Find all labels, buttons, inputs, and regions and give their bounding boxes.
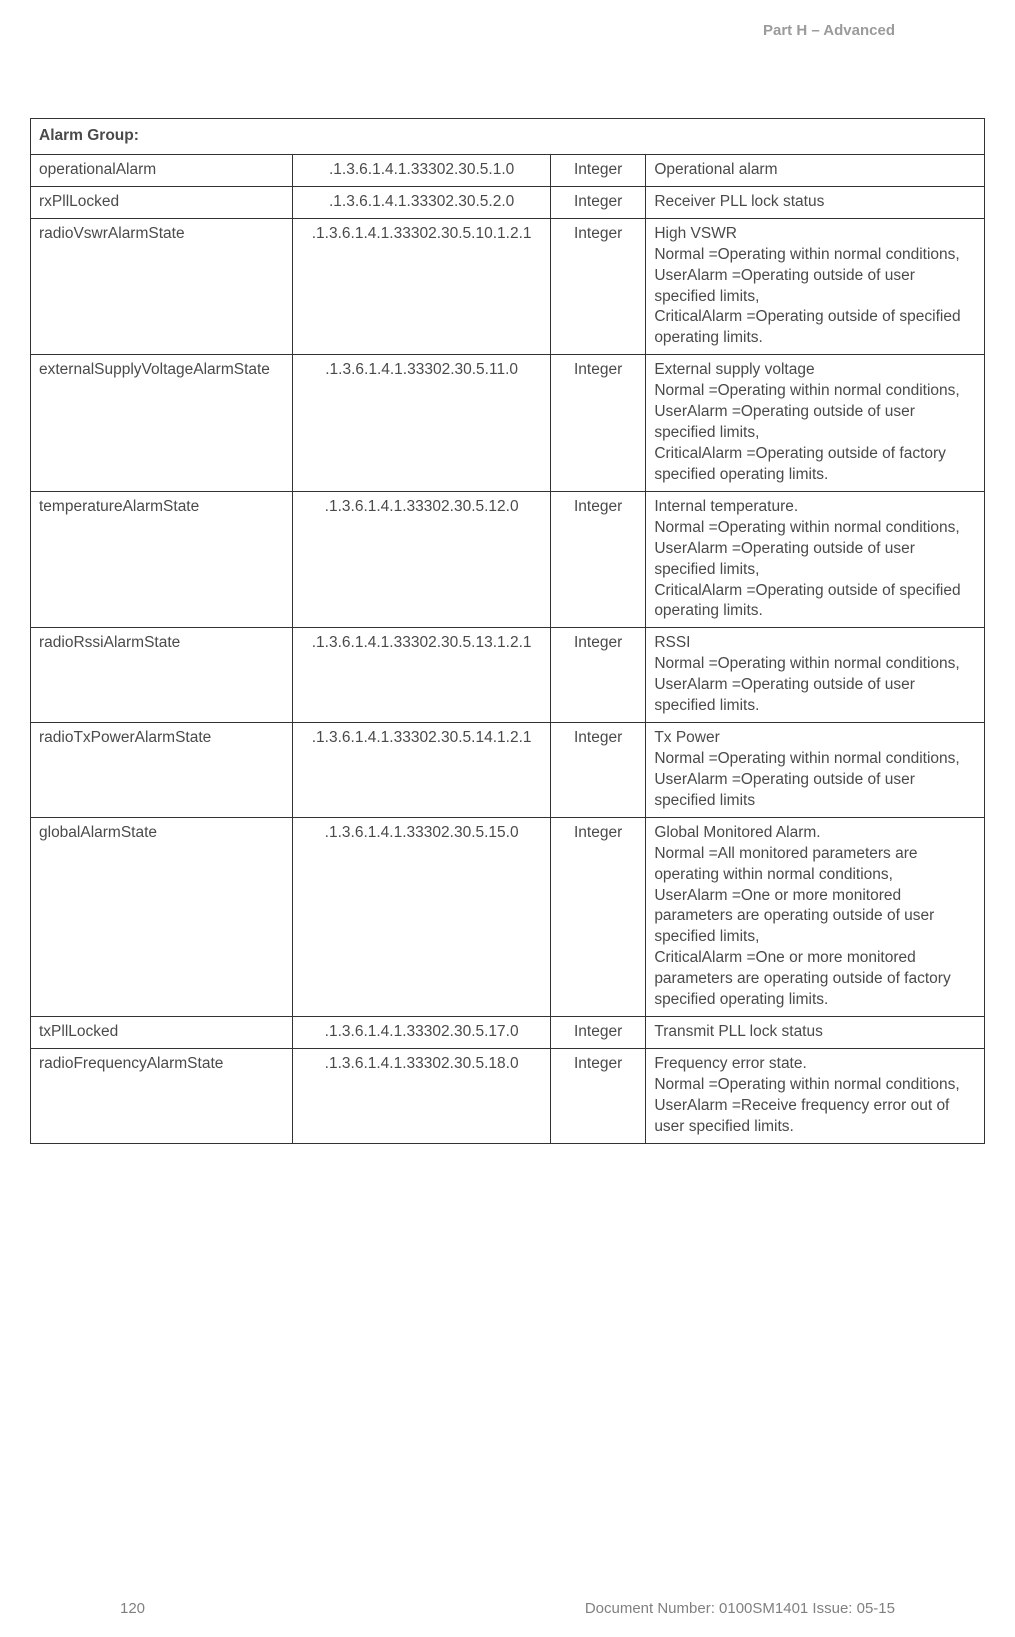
param-name-cell: radioFrequencyAlarmState [31, 1048, 293, 1143]
oid-cell: .1.3.6.1.4.1.33302.30.5.13.1.2.1 [293, 628, 551, 723]
description-cell: Frequency error state.Normal =Operating … [646, 1048, 985, 1143]
type-cell: Integer [550, 355, 645, 492]
description-line: Normal =All monitored parameters are ope… [654, 844, 976, 886]
type-cell: Integer [550, 218, 645, 355]
param-name-cell: externalSupplyVoltageAlarmState [31, 355, 293, 492]
oid-cell: .1.3.6.1.4.1.33302.30.5.2.0 [293, 186, 551, 218]
description-cell: Internal temperature.Normal =Operating w… [646, 491, 985, 628]
description-line: CriticalAlarm =Operating outside of spec… [654, 581, 976, 623]
table-row: radioFrequencyAlarmState.1.3.6.1.4.1.333… [31, 1048, 985, 1143]
description-line: High VSWR [654, 224, 976, 245]
description-line: UserAlarm =Operating outside of user spe… [654, 675, 976, 717]
page-header: Part H – Advanced [763, 22, 895, 39]
table-row: rxPllLocked.1.3.6.1.4.1.33302.30.5.2.0In… [31, 186, 985, 218]
param-name-cell: radioRssiAlarmState [31, 628, 293, 723]
description-line: Internal temperature. [654, 497, 976, 518]
description-cell: Receiver PLL lock status [646, 186, 985, 218]
type-cell: Integer [550, 186, 645, 218]
description-cell: High VSWRNormal =Operating within normal… [646, 218, 985, 355]
table-row: externalSupplyVoltageAlarmState.1.3.6.1.… [31, 355, 985, 492]
description-line: CriticalAlarm =One or more monitored par… [654, 948, 976, 1011]
param-name-cell: globalAlarmState [31, 817, 293, 1016]
description-line: UserAlarm =Receive frequency error out o… [654, 1096, 976, 1138]
table-row: temperatureAlarmState.1.3.6.1.4.1.33302.… [31, 491, 985, 628]
description-line: Transmit PLL lock status [654, 1022, 976, 1043]
oid-cell: .1.3.6.1.4.1.33302.30.5.17.0 [293, 1017, 551, 1049]
alarm-table-container: Alarm Group: operationalAlarm.1.3.6.1.4.… [30, 118, 985, 1144]
description-line: Normal =Operating within normal conditio… [654, 654, 976, 675]
table-row: radioRssiAlarmState.1.3.6.1.4.1.33302.30… [31, 628, 985, 723]
description-line: Tx Power [654, 728, 976, 749]
type-cell: Integer [550, 817, 645, 1016]
page-footer: 120 Document Number: 0100SM1401 Issue: 0… [120, 1600, 895, 1617]
param-name-cell: txPllLocked [31, 1017, 293, 1049]
description-line: Operational alarm [654, 160, 976, 181]
description-cell: External supply voltageNormal =Operating… [646, 355, 985, 492]
description-line: RSSI [654, 633, 976, 654]
oid-cell: .1.3.6.1.4.1.33302.30.5.15.0 [293, 817, 551, 1016]
oid-cell: .1.3.6.1.4.1.33302.30.5.14.1.2.1 [293, 723, 551, 818]
param-name-cell: rxPllLocked [31, 186, 293, 218]
param-name-cell: radioTxPowerAlarmState [31, 723, 293, 818]
table-row: globalAlarmState.1.3.6.1.4.1.33302.30.5.… [31, 817, 985, 1016]
type-cell: Integer [550, 628, 645, 723]
table-row: radioVswrAlarmState.1.3.6.1.4.1.33302.30… [31, 218, 985, 355]
oid-cell: .1.3.6.1.4.1.33302.30.5.10.1.2.1 [293, 218, 551, 355]
description-line: Normal =Operating within normal conditio… [654, 245, 976, 266]
oid-cell: .1.3.6.1.4.1.33302.30.5.1.0 [293, 154, 551, 186]
type-cell: Integer [550, 154, 645, 186]
param-name-cell: operationalAlarm [31, 154, 293, 186]
alarm-table: Alarm Group: operationalAlarm.1.3.6.1.4.… [30, 118, 985, 1144]
description-line: Normal =Operating within normal conditio… [654, 381, 976, 402]
description-cell: Tx PowerNormal =Operating within normal … [646, 723, 985, 818]
type-cell: Integer [550, 1048, 645, 1143]
description-line: UserAlarm =Operating outside of user spe… [654, 402, 976, 444]
table-row: txPllLocked.1.3.6.1.4.1.33302.30.5.17.0I… [31, 1017, 985, 1049]
description-cell: Transmit PLL lock status [646, 1017, 985, 1049]
description-line: CriticalAlarm =Operating outside of fact… [654, 444, 976, 486]
type-cell: Integer [550, 723, 645, 818]
oid-cell: .1.3.6.1.4.1.33302.30.5.11.0 [293, 355, 551, 492]
description-line: Normal =Operating within normal conditio… [654, 1075, 976, 1096]
description-cell: Operational alarm [646, 154, 985, 186]
param-name-cell: radioVswrAlarmState [31, 218, 293, 355]
description-line: UserAlarm =One or more monitored paramet… [654, 886, 976, 949]
description-line: UserAlarm =Operating outside of user spe… [654, 539, 976, 581]
description-line: Global Monitored Alarm. [654, 823, 976, 844]
description-line: CriticalAlarm =Operating outside of spec… [654, 307, 976, 349]
description-cell: Global Monitored Alarm.Normal =All monit… [646, 817, 985, 1016]
type-cell: Integer [550, 491, 645, 628]
document-info: Document Number: 0100SM1401 Issue: 05-15 [585, 1600, 895, 1617]
oid-cell: .1.3.6.1.4.1.33302.30.5.12.0 [293, 491, 551, 628]
param-name-cell: temperatureAlarmState [31, 491, 293, 628]
table-row: radioTxPowerAlarmState.1.3.6.1.4.1.33302… [31, 723, 985, 818]
description-line: External supply voltage [654, 360, 976, 381]
section-title: Part H – Advanced [763, 22, 895, 39]
description-line: Receiver PLL lock status [654, 192, 976, 213]
description-line: Frequency error state. [654, 1054, 976, 1075]
description-cell: RSSINormal =Operating within normal cond… [646, 628, 985, 723]
description-line: UserAlarm =Operating outside of user spe… [654, 770, 976, 812]
page-number: 120 [120, 1600, 145, 1617]
oid-cell: .1.3.6.1.4.1.33302.30.5.18.0 [293, 1048, 551, 1143]
description-line: Normal =Operating within normal conditio… [654, 749, 976, 770]
table-row: operationalAlarm.1.3.6.1.4.1.33302.30.5.… [31, 154, 985, 186]
group-title-cell: Alarm Group: [31, 119, 985, 155]
description-line: UserAlarm =Operating outside of user spe… [654, 266, 976, 308]
group-header-row: Alarm Group: [31, 119, 985, 155]
description-line: Normal =Operating within normal conditio… [654, 518, 976, 539]
type-cell: Integer [550, 1017, 645, 1049]
